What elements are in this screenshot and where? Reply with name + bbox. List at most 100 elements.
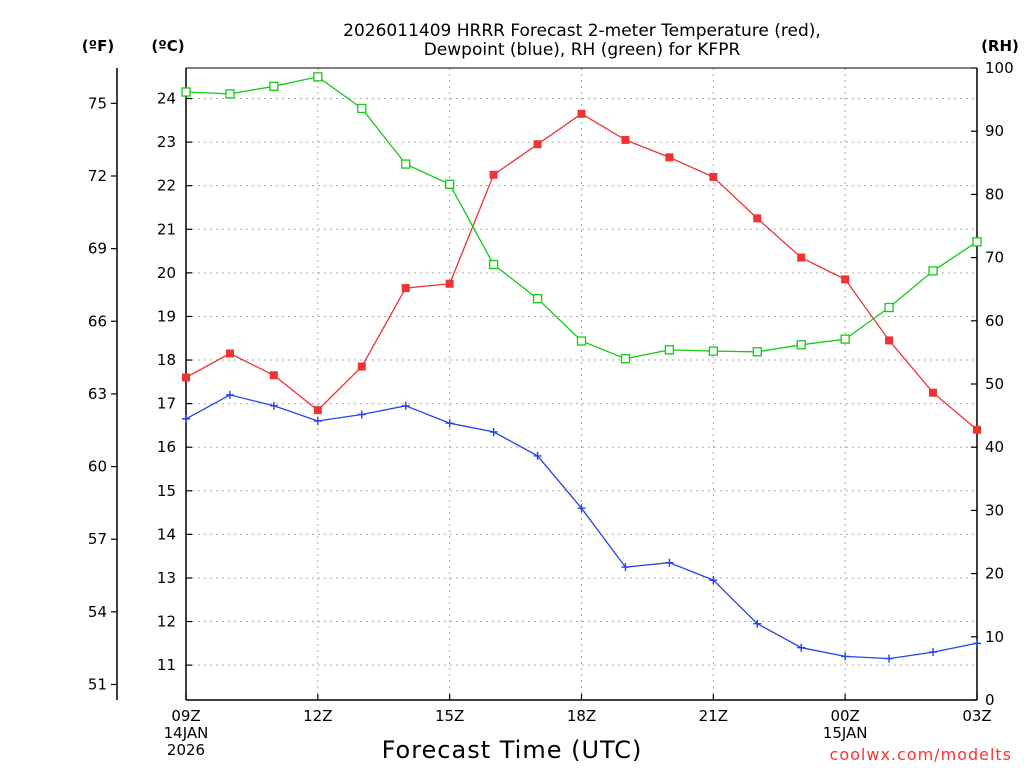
temperature-line — [185, 113, 978, 431]
fahrenheit-tick-label-60: 60 — [88, 458, 107, 476]
temperature-point — [885, 336, 894, 345]
celsius-tick-label-13: 13 — [157, 569, 176, 587]
x-tick-label-12-0: 21Z — [699, 707, 728, 725]
rh-point — [840, 334, 850, 344]
rh-point — [488, 259, 499, 270]
dewpoint-point — [357, 410, 366, 419]
temperature-point — [797, 253, 806, 262]
dewpoint-point — [841, 652, 850, 661]
rh-point — [972, 237, 982, 247]
dewpoint-point — [401, 401, 410, 410]
dewpoint-point — [313, 417, 322, 426]
rh-tick-label-50: 50 — [985, 375, 1004, 393]
rh-point — [928, 266, 938, 276]
temperature-point — [753, 214, 762, 223]
celsius-unit-label: (ºC) — [151, 37, 184, 55]
dewpoint-point — [577, 504, 586, 513]
rh-point — [708, 346, 718, 356]
dewpoint-point — [665, 558, 674, 567]
celsius-tick-label-14: 14 — [157, 525, 176, 543]
x-tick-label-3-0: 12Z — [303, 707, 332, 725]
fahrenheit-tick-label-57: 57 — [88, 530, 107, 548]
temperature-point — [357, 362, 366, 371]
rh-tick-label-100: 100 — [985, 59, 1014, 77]
temperature-point — [665, 153, 674, 162]
rh-point — [357, 103, 367, 114]
x-tick-label-0-1: 14JAN — [164, 724, 209, 742]
rh-series — [181, 72, 982, 364]
rh-point — [269, 81, 279, 91]
celsius-tick-label-24: 24 — [157, 90, 176, 108]
celsius-tick-label-15: 15 — [157, 482, 176, 500]
celsius-tick-label-20: 20 — [157, 264, 176, 282]
rh-point — [752, 347, 762, 357]
x-tick-label-0-2: 2026 — [167, 741, 205, 759]
x-tick-label-18-0: 03Z — [962, 707, 991, 725]
dewpoint-point — [489, 427, 498, 436]
temperature-point — [929, 388, 938, 397]
rh-tick-label-80: 80 — [985, 185, 1004, 203]
rh-point — [225, 89, 235, 99]
fahrenheit-tick-label-72: 72 — [88, 167, 107, 185]
celsius-tick-label-17: 17 — [157, 395, 176, 413]
fahrenheit-tick-label-51: 51 — [88, 676, 107, 694]
x-tick-label-6-0: 15Z — [435, 707, 464, 725]
credit-label: coolwx.com/modelts — [830, 745, 1012, 764]
temperature-point — [269, 371, 278, 380]
celsius-tick-label-16: 16 — [157, 438, 176, 456]
celsius-tick-label-12: 12 — [157, 613, 176, 631]
x-axis-label: Forecast Time (UTC) — [382, 736, 643, 764]
celsius-tick-label-22: 22 — [157, 177, 176, 195]
rh-tick-label-0: 0 — [985, 691, 995, 709]
chart-title-line2: Dewpoint (blue), RH (green) for KFPR — [424, 40, 741, 60]
temperature-point — [841, 275, 850, 284]
rh-point — [576, 336, 587, 346]
dewpoint-point — [797, 643, 806, 652]
temperature-point — [445, 279, 454, 288]
celsius-tick-label-11: 11 — [157, 656, 176, 674]
x-tick-label-9-0: 18Z — [567, 707, 596, 725]
fahrenheit-tick-label-54: 54 — [88, 603, 107, 621]
temperature-point — [577, 109, 586, 118]
chart-title-line1: 2026011409 HRRR Forecast 2-meter Tempera… — [343, 21, 821, 41]
rh-tick-label-90: 90 — [985, 122, 1004, 140]
fahrenheit-tick-label-75: 75 — [88, 94, 107, 112]
dewpoint-point — [929, 648, 938, 657]
temperature-point — [401, 284, 410, 293]
temperature-point — [225, 349, 234, 358]
fahrenheit-tick-label-63: 63 — [88, 385, 107, 403]
rh-tick-label-40: 40 — [985, 438, 1004, 456]
dewpoint-point — [621, 563, 630, 572]
dewpoint-point — [973, 639, 981, 648]
temperature-point — [709, 172, 718, 181]
temperature-point — [533, 140, 542, 149]
dewpoint-point — [885, 654, 894, 663]
rh-tick-label-20: 20 — [985, 565, 1004, 583]
gridlines — [186, 68, 977, 700]
rh-point — [620, 354, 631, 364]
temperature-series — [182, 109, 981, 434]
celsius-tick-label-19: 19 — [157, 307, 176, 325]
rh-tick-label-60: 60 — [985, 312, 1004, 330]
temperature-point — [621, 135, 630, 144]
rh-tick-label-30: 30 — [985, 501, 1004, 519]
rh-point — [401, 159, 411, 169]
rh-tick-label-10: 10 — [985, 628, 1004, 646]
dewpoint-point — [225, 390, 234, 399]
dewpoint-point — [753, 619, 762, 628]
celsius-tick-label-23: 23 — [157, 133, 176, 151]
rh-point — [884, 302, 894, 313]
dewpoint-point — [182, 414, 190, 423]
rh-unit-label: (RH) — [981, 37, 1019, 55]
rh-point — [313, 72, 323, 82]
temperature-point — [489, 170, 498, 179]
x-tick-label-15-0: 00Z — [830, 707, 859, 725]
celsius-tick-label-21: 21 — [157, 220, 176, 238]
dewpoint-series — [182, 390, 981, 663]
rh-tick-label-70: 70 — [985, 249, 1004, 267]
dewpoint-point — [269, 401, 278, 410]
dewpoint-point — [709, 576, 718, 585]
series-layer — [181, 72, 982, 663]
